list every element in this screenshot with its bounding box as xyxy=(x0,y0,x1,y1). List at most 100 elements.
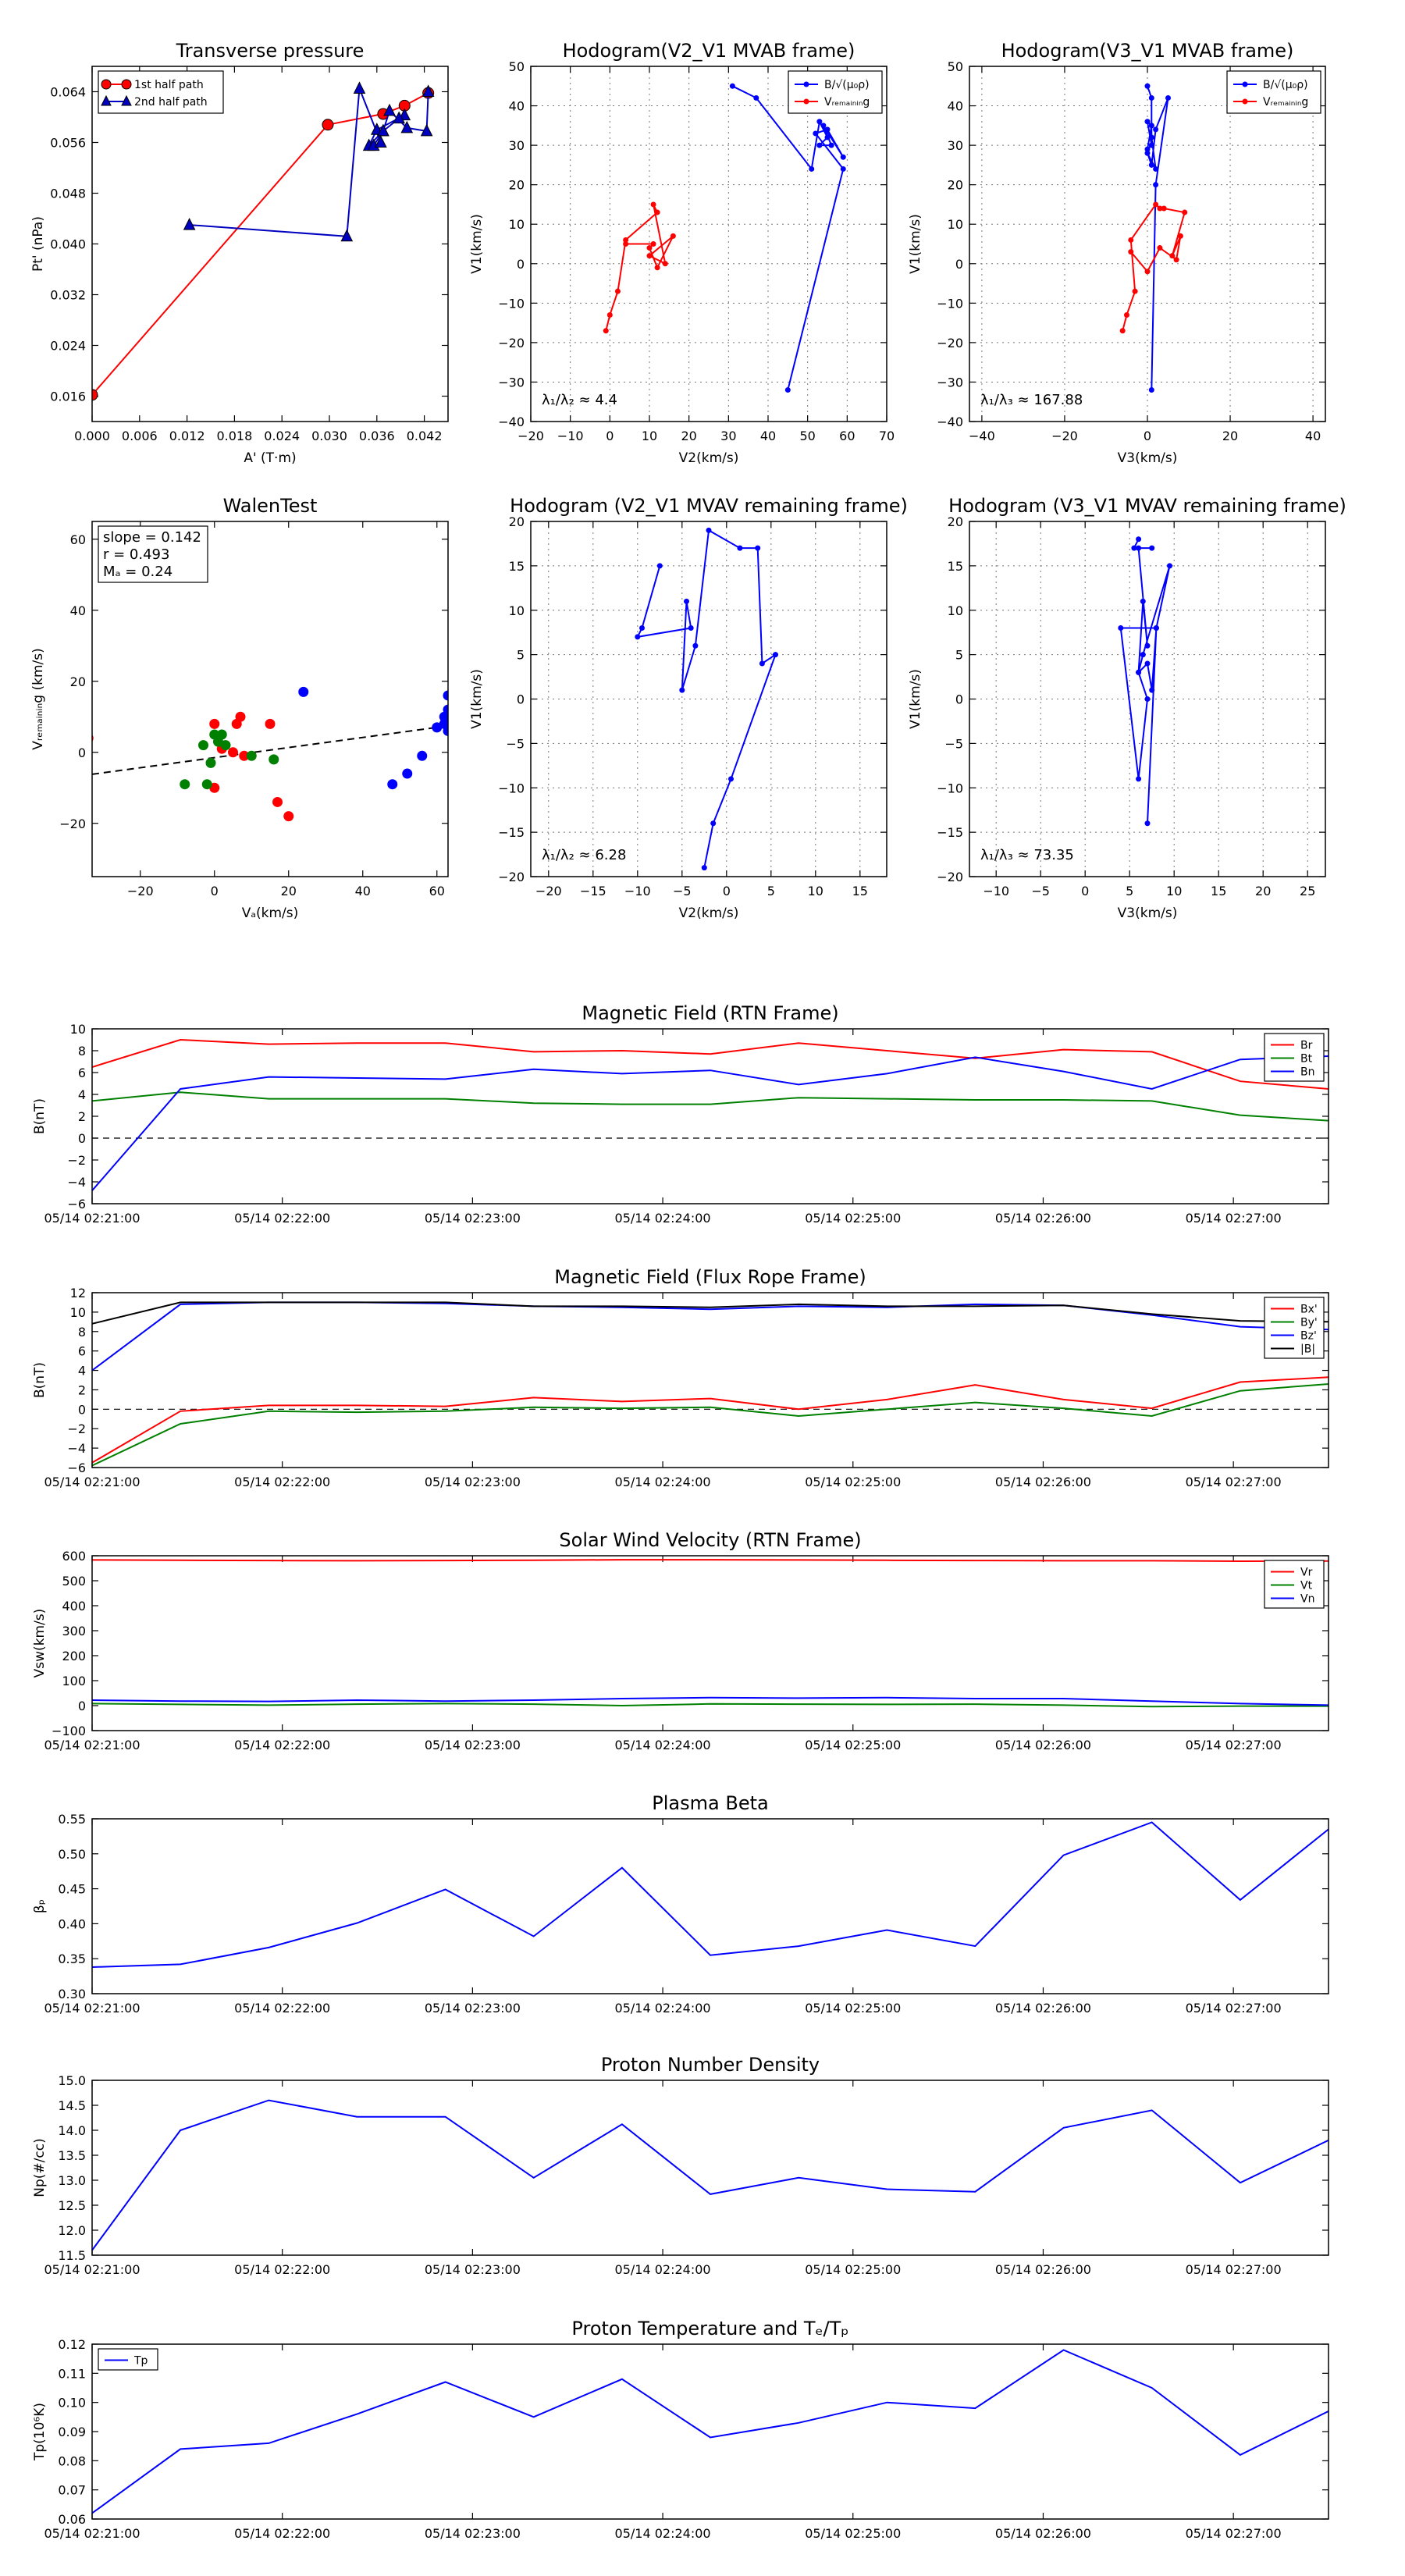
y-tick-label: 50 xyxy=(948,59,963,74)
y-tick-label: −40 xyxy=(498,415,525,429)
y-tick-label: 0 xyxy=(517,692,525,707)
x-tick-label: 60 xyxy=(429,884,445,898)
x-tick-label: −10 xyxy=(557,429,584,443)
data-point xyxy=(639,625,645,631)
chart-title: Magnetic Field (RTN Frame) xyxy=(582,1002,838,1024)
y-tick-label: 4 xyxy=(78,1087,86,1102)
y-tick-label: 40 xyxy=(948,99,963,114)
legend-label: Tp xyxy=(133,2355,148,2368)
x-axis-label: V3(km/s) xyxy=(1118,906,1178,921)
y-tick-label: 12 xyxy=(70,1286,86,1300)
chart-h2: Hodogram(V3_V1 MVAB frame) −40 −20 0 20 40 −40… xyxy=(908,40,1326,466)
series-line-beta xyxy=(92,1821,1329,1968)
chart-vsw: Solar Wind Velocity (RTN Frame) 05/14 02:… xyxy=(32,1529,1329,1752)
legend-label: Vᵣₑₘₐᵢₙᵢₙg xyxy=(824,96,870,109)
x-tick-label: 05/14 02:25:00 xyxy=(805,1738,901,1752)
x-tick-label: 05/14 02:22:00 xyxy=(234,1738,330,1752)
data-point xyxy=(623,237,629,243)
data-point xyxy=(688,625,694,631)
data-point xyxy=(1144,642,1151,649)
data-point xyxy=(840,165,846,172)
scatter-point xyxy=(272,796,283,807)
y-tick-label: −30 xyxy=(937,375,963,390)
chart-beta: Plasma Beta 05/14 02:21:00 05/14 02:22:00 0… xyxy=(32,1792,1329,2016)
data-point xyxy=(623,241,629,247)
y-tick-label: 8 xyxy=(78,1044,86,1059)
x-tick-label: 10 xyxy=(642,429,657,443)
x-tick-label: 0.012 xyxy=(169,429,205,443)
x-tick-label: 05/14 02:23:00 xyxy=(425,2262,521,2277)
data-point xyxy=(1128,237,1134,243)
chart-tp_temp: Proton Temperature and Tₑ/Tₚ 05/14 02:21:… xyxy=(32,2318,1329,2541)
x-tick-label: 0.000 xyxy=(74,429,110,443)
data-point xyxy=(710,820,717,827)
data-point xyxy=(1149,687,1155,693)
legend-label: By' xyxy=(1300,1317,1318,1329)
series-line-Vr xyxy=(92,1559,1329,1563)
x-tick-label: 20 xyxy=(1255,884,1271,898)
x-tick-label: 0 xyxy=(1144,429,1151,443)
y-axis-label: Pt' (nPa) xyxy=(30,216,46,272)
data-point xyxy=(1149,545,1155,551)
plot-frame xyxy=(530,521,887,877)
y-tick-label: 0 xyxy=(78,1131,86,1146)
scatter-point xyxy=(298,686,309,697)
y-tick-label: −20 xyxy=(937,870,963,884)
plot-area xyxy=(635,527,778,871)
y-tick-label: 0.35 xyxy=(58,1952,86,1966)
chart-title: Proton Temperature and Tₑ/Tₚ xyxy=(571,2318,848,2339)
x-tick-label: 05/14 02:24:00 xyxy=(615,2526,711,2541)
data-point xyxy=(1173,257,1179,263)
y-tick-label: −2 xyxy=(67,1153,86,1168)
data-point xyxy=(816,119,823,125)
y-axis-label: Vsw(km/s) xyxy=(32,1609,48,1678)
chart-title: Transverse pressure xyxy=(176,40,365,62)
y-tick-label: 50 xyxy=(509,59,525,74)
y-axis-label: Vᵣₑₘₐᵢₙᵢₙg (km/s) xyxy=(30,648,46,749)
y-tick-label: 30 xyxy=(948,138,963,153)
y-tick-label: −6 xyxy=(67,1461,86,1475)
scatter-point xyxy=(235,711,246,722)
data-point xyxy=(606,312,613,318)
data-point xyxy=(1144,119,1151,125)
x-tick-label: 15 xyxy=(852,884,868,898)
y-tick-label: −30 xyxy=(498,375,525,390)
plot-area xyxy=(92,2099,1329,2251)
legend-label: Bt xyxy=(1300,1053,1313,1066)
y-tick-label: −5 xyxy=(506,736,525,751)
y-tick-label: −10 xyxy=(498,296,525,311)
data-point xyxy=(1153,182,1159,188)
x-tick-label: 05/14 02:27:00 xyxy=(1186,2001,1282,2016)
legend: 1st half path 2nd half path xyxy=(98,70,224,114)
data-point xyxy=(1118,625,1124,631)
plot-area xyxy=(603,83,846,393)
x-tick-label: 0.030 xyxy=(311,429,347,443)
data-point xyxy=(759,660,765,667)
plot-area xyxy=(92,81,435,401)
data-point xyxy=(656,563,663,569)
data-point xyxy=(1119,328,1126,334)
y-tick-label: 0.064 xyxy=(50,85,86,100)
y-tick-label: 0.45 xyxy=(58,1882,86,1897)
series-line-Vᵣₑₘₐᵢₙᵢₙg xyxy=(605,204,674,331)
y-tick-label: −20 xyxy=(498,870,525,884)
y-tick-label: 5 xyxy=(955,648,963,663)
data-point xyxy=(820,123,827,129)
x-tick-label: 05/14 02:21:00 xyxy=(44,1211,140,1226)
data-point xyxy=(1177,233,1183,239)
x-tick-label: 70 xyxy=(879,429,895,443)
legend-box xyxy=(788,70,883,114)
legend-label: 2nd half path xyxy=(134,96,208,109)
legend-marker xyxy=(101,94,112,106)
y-tick-label: −5 xyxy=(944,736,963,751)
y-axis-label: V1(km/s) xyxy=(908,669,923,729)
data-point xyxy=(422,84,435,97)
x-tick-label: 05/14 02:22:00 xyxy=(234,1211,330,1226)
scatter-point xyxy=(216,729,227,740)
y-tick-label: 100 xyxy=(62,1674,86,1688)
y-tick-label: 0.040 xyxy=(50,237,86,252)
plot-frame xyxy=(91,1818,1329,1994)
x-axis-label: V3(km/s) xyxy=(1118,450,1178,466)
data-point xyxy=(1131,545,1137,551)
y-tick-label: 0 xyxy=(955,692,963,707)
